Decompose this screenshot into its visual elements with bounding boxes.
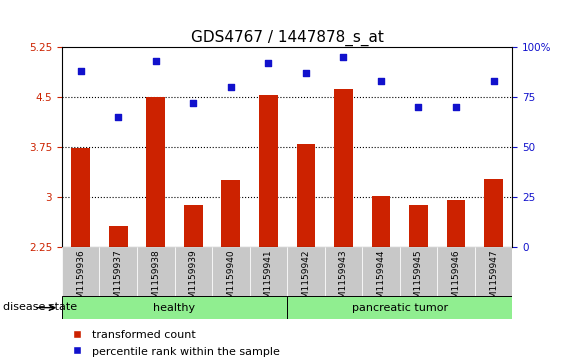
Bar (437, 247, 475, 296)
Text: GSM1159945: GSM1159945 (414, 249, 423, 310)
Text: GSM1159939: GSM1159939 (189, 249, 198, 310)
Point (452, 104, 461, 110)
Text: healthy: healthy (154, 303, 195, 313)
Bar (297, 144, 315, 247)
Bar (362, 247, 400, 296)
Text: GSM1159936: GSM1159936 (76, 249, 85, 310)
Point (414, 104, 423, 110)
Bar (484, 179, 503, 247)
Legend: transformed count, percentile rank within the sample: transformed count, percentile rank withi… (68, 325, 284, 361)
Text: GSM1159940: GSM1159940 (226, 249, 235, 310)
Text: GSM1159946: GSM1159946 (452, 249, 461, 310)
Point (489, 78, 498, 84)
Text: disease state: disease state (3, 302, 77, 313)
Bar (72, 148, 90, 247)
Bar (184, 205, 203, 247)
Bar (400, 247, 437, 296)
Bar (475, 247, 512, 296)
Bar (249, 247, 287, 296)
Text: pancreatic tumor: pancreatic tumor (352, 303, 448, 313)
Bar (334, 89, 353, 247)
Point (151, 58, 160, 64)
Bar (62, 296, 287, 319)
Text: GSM1159943: GSM1159943 (339, 249, 348, 310)
Text: GSM1159944: GSM1159944 (377, 249, 386, 310)
Point (377, 78, 386, 84)
Bar (409, 205, 428, 247)
Text: GSM1159938: GSM1159938 (151, 249, 160, 310)
Text: GSM1159937: GSM1159937 (114, 249, 123, 310)
Bar (287, 296, 512, 319)
Point (76, 68, 85, 74)
Point (189, 100, 198, 106)
Bar (100, 247, 137, 296)
Title: GDS4767 / 1447878_s_at: GDS4767 / 1447878_s_at (191, 30, 383, 46)
Bar (325, 247, 362, 296)
Bar (259, 95, 278, 247)
Point (114, 114, 123, 120)
Point (226, 84, 235, 90)
Bar (137, 247, 175, 296)
Bar (372, 196, 390, 247)
Text: GSM1159942: GSM1159942 (301, 249, 310, 310)
Bar (146, 97, 165, 247)
Point (301, 70, 310, 76)
Text: GSM1159941: GSM1159941 (264, 249, 273, 310)
Bar (212, 247, 249, 296)
Bar (109, 226, 128, 247)
Bar (287, 247, 325, 296)
Point (264, 60, 273, 66)
Bar (221, 180, 240, 247)
Bar (175, 247, 212, 296)
Bar (62, 247, 100, 296)
Bar (446, 200, 466, 247)
Text: GSM1159947: GSM1159947 (489, 249, 498, 310)
Point (339, 54, 348, 60)
